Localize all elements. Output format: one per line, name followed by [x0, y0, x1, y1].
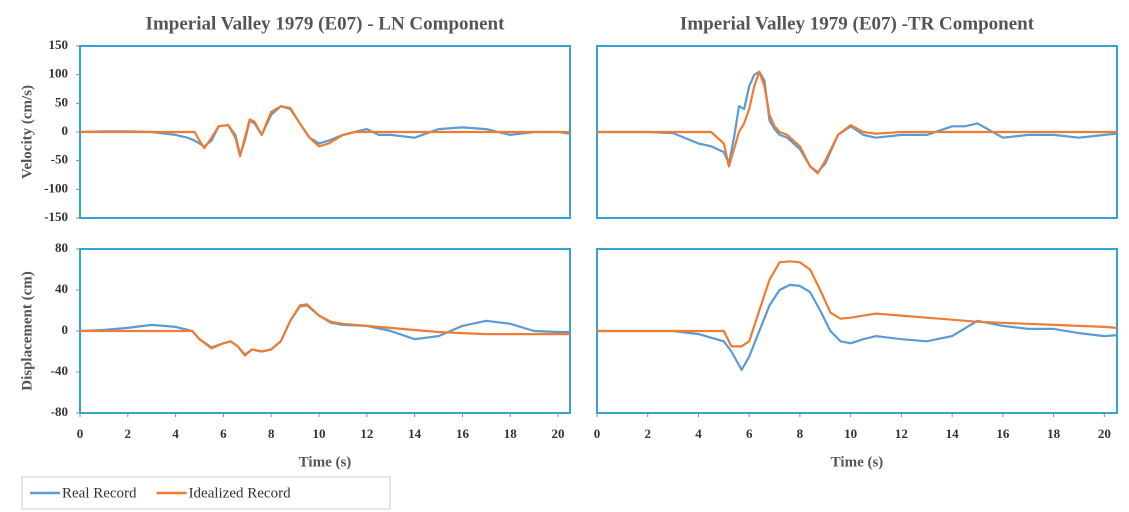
x-tick-label: 10: [313, 426, 326, 441]
x-tick-label: 0: [77, 426, 84, 441]
x-tick-label: 2: [125, 426, 132, 441]
x-tick-label: 4: [695, 426, 702, 441]
series-line: [597, 70, 1117, 175]
y-tick-label: -40: [51, 363, 68, 378]
x-axis-label: Time (s): [831, 454, 884, 470]
x-tick-label: 10: [844, 426, 857, 441]
legend-label: Idealized Record: [189, 485, 292, 501]
x-tick-label: 8: [797, 426, 804, 441]
y-tick-label: 40: [55, 281, 68, 296]
y-tick-label: 50: [55, 94, 68, 109]
y-tick-label: 0: [62, 123, 69, 138]
y-axis-label: Velocity (cm/s): [19, 85, 35, 179]
y-tick-label: 100: [49, 66, 69, 81]
y-tick-label: 150: [49, 37, 69, 52]
x-tick-label: 6: [746, 426, 753, 441]
x-tick-label: 12: [895, 426, 908, 441]
x-tick-label: 20: [1098, 426, 1111, 441]
series-line: [79, 105, 571, 156]
x-tick-label: 12: [360, 426, 373, 441]
y-axis-label: Displacement (cm): [19, 271, 35, 391]
x-tick-label: 2: [644, 426, 651, 441]
x-tick-label: 16: [996, 426, 1010, 441]
x-tick-label: 8: [268, 426, 275, 441]
x-axis-label: Time (s): [299, 454, 352, 470]
x-tick-label: 20: [552, 426, 565, 441]
legend-label: Real Record: [62, 485, 137, 501]
series-line: [80, 303, 570, 357]
x-tick-label: 14: [408, 426, 422, 441]
series-line: [597, 283, 1118, 371]
series-line: [597, 70, 1118, 174]
series-line: [80, 105, 570, 158]
x-tick-label: 0: [594, 426, 601, 441]
y-tick-label: -80: [51, 404, 68, 419]
x-tick-label: 18: [1047, 426, 1061, 441]
chart-title: Imperial Valley 1979 (E07) -TR Component: [680, 13, 1035, 34]
series-line: [597, 260, 1118, 348]
x-tick-label: 6: [220, 426, 227, 441]
x-tick-label: 18: [504, 426, 518, 441]
y-tick-label: -50: [51, 152, 68, 167]
y-tick-label: 80: [55, 240, 68, 255]
y-tick-label: -100: [44, 180, 68, 195]
legend-box: [21, 476, 391, 510]
x-tick-label: 16: [456, 426, 470, 441]
x-tick-label: 4: [172, 426, 179, 441]
y-tick-label: 0: [62, 322, 69, 337]
y-tick-label: -150: [44, 209, 68, 224]
chart-title: Imperial Valley 1979 (E07) - LN Componen…: [146, 13, 506, 34]
x-tick-label: 14: [946, 426, 960, 441]
